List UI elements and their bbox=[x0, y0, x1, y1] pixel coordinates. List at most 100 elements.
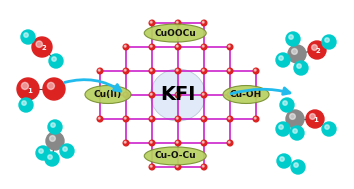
Circle shape bbox=[277, 154, 291, 168]
Circle shape bbox=[175, 44, 181, 50]
Circle shape bbox=[291, 160, 305, 174]
Circle shape bbox=[290, 114, 295, 119]
Circle shape bbox=[149, 20, 155, 26]
Circle shape bbox=[176, 45, 178, 47]
Circle shape bbox=[227, 68, 233, 74]
Circle shape bbox=[97, 116, 103, 122]
Circle shape bbox=[124, 69, 126, 71]
Circle shape bbox=[175, 164, 181, 170]
Circle shape bbox=[228, 117, 230, 119]
Text: 2: 2 bbox=[42, 45, 46, 51]
Circle shape bbox=[176, 141, 178, 143]
Circle shape bbox=[293, 129, 297, 133]
Circle shape bbox=[43, 78, 65, 100]
Circle shape bbox=[52, 57, 56, 61]
Circle shape bbox=[279, 125, 283, 129]
Circle shape bbox=[202, 21, 204, 23]
Circle shape bbox=[48, 120, 62, 134]
Circle shape bbox=[288, 45, 306, 63]
Circle shape bbox=[201, 140, 207, 146]
Circle shape bbox=[228, 93, 230, 95]
Circle shape bbox=[325, 38, 329, 42]
Circle shape bbox=[201, 116, 207, 122]
Circle shape bbox=[280, 98, 294, 112]
Circle shape bbox=[150, 117, 152, 119]
Circle shape bbox=[24, 33, 28, 37]
Circle shape bbox=[202, 93, 204, 95]
Text: 1: 1 bbox=[314, 117, 319, 123]
Circle shape bbox=[175, 116, 181, 122]
Circle shape bbox=[21, 82, 28, 89]
Circle shape bbox=[227, 44, 233, 50]
Ellipse shape bbox=[144, 24, 206, 42]
Circle shape bbox=[22, 101, 26, 105]
Circle shape bbox=[46, 132, 64, 150]
Circle shape bbox=[308, 41, 326, 59]
Circle shape bbox=[123, 68, 129, 74]
Circle shape bbox=[98, 69, 100, 71]
Circle shape bbox=[227, 116, 233, 122]
Circle shape bbox=[286, 110, 304, 128]
Circle shape bbox=[176, 69, 178, 71]
Ellipse shape bbox=[150, 69, 206, 121]
Circle shape bbox=[36, 146, 50, 160]
Circle shape bbox=[176, 93, 178, 95]
Circle shape bbox=[150, 141, 152, 143]
Circle shape bbox=[97, 68, 103, 74]
Circle shape bbox=[289, 35, 293, 39]
Text: CuOOCu: CuOOCu bbox=[154, 29, 196, 38]
Circle shape bbox=[124, 45, 126, 47]
Circle shape bbox=[176, 21, 178, 23]
Circle shape bbox=[150, 45, 152, 47]
Circle shape bbox=[123, 92, 129, 98]
Circle shape bbox=[124, 93, 126, 95]
Circle shape bbox=[228, 141, 230, 143]
Circle shape bbox=[279, 56, 283, 60]
Circle shape bbox=[227, 140, 233, 146]
Circle shape bbox=[176, 165, 178, 167]
Circle shape bbox=[149, 44, 155, 50]
Circle shape bbox=[202, 141, 204, 143]
Text: Cu-OH: Cu-OH bbox=[230, 90, 262, 99]
Circle shape bbox=[227, 92, 233, 98]
Circle shape bbox=[39, 149, 43, 153]
Circle shape bbox=[201, 68, 207, 74]
Ellipse shape bbox=[144, 147, 206, 165]
Circle shape bbox=[280, 157, 284, 161]
Text: Cu-O-Cu: Cu-O-Cu bbox=[154, 151, 196, 160]
Circle shape bbox=[202, 45, 204, 47]
Circle shape bbox=[150, 69, 152, 71]
Circle shape bbox=[175, 68, 181, 74]
Circle shape bbox=[254, 69, 256, 71]
Circle shape bbox=[276, 53, 290, 67]
Circle shape bbox=[294, 61, 308, 75]
Circle shape bbox=[36, 41, 42, 47]
Circle shape bbox=[290, 126, 304, 140]
Circle shape bbox=[97, 92, 103, 98]
Circle shape bbox=[201, 92, 207, 98]
Circle shape bbox=[175, 140, 181, 146]
Circle shape bbox=[47, 82, 55, 89]
Circle shape bbox=[124, 117, 126, 119]
Circle shape bbox=[150, 21, 152, 23]
Circle shape bbox=[254, 93, 256, 95]
Ellipse shape bbox=[85, 85, 131, 104]
Circle shape bbox=[276, 122, 290, 136]
Ellipse shape bbox=[223, 85, 269, 104]
Circle shape bbox=[149, 140, 155, 146]
Text: Cu(II): Cu(II) bbox=[94, 90, 122, 99]
Circle shape bbox=[98, 93, 100, 95]
Circle shape bbox=[306, 110, 324, 128]
Circle shape bbox=[176, 117, 178, 119]
Circle shape bbox=[123, 116, 129, 122]
Text: KFI: KFI bbox=[160, 85, 196, 105]
Circle shape bbox=[325, 125, 329, 129]
Circle shape bbox=[322, 122, 336, 136]
Circle shape bbox=[175, 20, 181, 26]
Circle shape bbox=[48, 155, 52, 159]
Circle shape bbox=[175, 92, 181, 98]
Circle shape bbox=[19, 98, 33, 112]
Circle shape bbox=[228, 69, 230, 71]
Text: 2: 2 bbox=[316, 48, 320, 54]
Circle shape bbox=[294, 163, 298, 167]
